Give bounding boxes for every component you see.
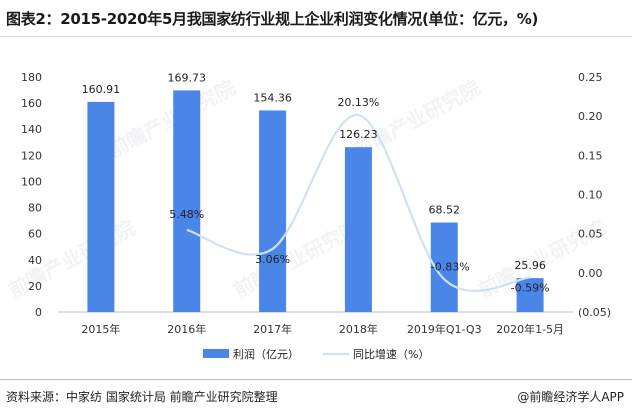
- x-axis-tick-label: 2015年: [81, 322, 120, 336]
- left-axis-tick-label: 120: [21, 149, 42, 162]
- right-axis-tick-label: 0.00: [578, 267, 603, 280]
- line-value-label: -0.83%: [431, 260, 470, 273]
- right-axis-tick-label: 0.10: [578, 189, 603, 202]
- footer-divider: [0, 379, 632, 380]
- right-axis-tick-label: (0.05): [578, 306, 611, 319]
- source-note: 资料来源：中家纺 国家统计局 前瞻产业研究院整理: [6, 390, 278, 404]
- x-axis-ticks: 2015年 2016年 2017年 2018年 2019年Q1-Q3 2020年1-5月: [81, 322, 564, 336]
- left-axis-tick-label: 20: [28, 280, 42, 293]
- left-axis-tick-label: 140: [21, 123, 42, 136]
- brand-credit: @前瞻经济学人APP: [517, 390, 624, 404]
- line-data-labels: 5.48% 3.06% 20.13% -0.83% -0.59%: [169, 96, 549, 294]
- legend: 利润（亿元） 同比增速（%）: [203, 347, 429, 361]
- x-axis-tick-label: 2020年1-5月: [496, 322, 564, 336]
- left-axis-tick-label: 100: [21, 175, 42, 188]
- bar-data-labels: 160.91 169.73 154.36 126.23 68.52 25.96: [82, 71, 546, 272]
- bar-value-label: 126.23: [339, 128, 378, 141]
- line-value-label: 3.06%: [255, 253, 290, 266]
- left-axis-tick-label: 80: [28, 202, 42, 215]
- right-axis-tick-label: 0.25: [578, 71, 603, 84]
- bar-value-label: 169.73: [168, 71, 207, 84]
- line-series: [186, 114, 531, 292]
- bar: [344, 147, 372, 312]
- bar-value-label: 25.96: [514, 259, 546, 272]
- left-axis-tick-label: 60: [28, 228, 42, 241]
- left-axis-tick-label: 180: [21, 71, 42, 84]
- left-axis-tick-label: 40: [28, 254, 42, 267]
- line-value-label: -0.59%: [511, 281, 550, 294]
- growth-rate-line: [186, 114, 531, 292]
- right-axis-tick-label: 0.20: [578, 110, 603, 123]
- chart-title: 图表2：2015-2020年5月我国家纺行业规上企业利润变化情况(单位：亿元，%…: [6, 10, 539, 28]
- x-axis-tick-label: 2017年: [253, 322, 292, 336]
- x-axis-tick-label: 2018年: [339, 322, 378, 336]
- x-axis-tick-label: 2019年Q1-Q3: [407, 322, 482, 336]
- right-axis-tick-label: 0.05: [578, 228, 603, 241]
- bar: [516, 278, 544, 312]
- watermark-text: 前瞻产业研究院: [104, 75, 239, 162]
- bar-value-label: 68.52: [429, 204, 461, 217]
- x-axis-tick-label: 2016年: [167, 322, 206, 336]
- left-axis-tick-label: 160: [21, 97, 42, 110]
- left-axis-tick-label: 0: [35, 306, 42, 319]
- legend-bar-label: 利润（亿元）: [233, 347, 299, 361]
- legend-line-label: 同比增速（%）: [353, 347, 429, 361]
- bar: [173, 90, 201, 313]
- watermark-text: 前瞻产业研究院: [229, 215, 364, 302]
- legend-bar-swatch: [203, 349, 229, 358]
- bar: [259, 110, 287, 312]
- line-value-label: 20.13%: [337, 96, 379, 109]
- bar-value-label: 160.91: [82, 83, 121, 96]
- left-axis-ticks: 0 20 40 60 80 100 120 140 160 180: [21, 71, 42, 319]
- title-divider: [0, 36, 632, 37]
- line-value-label: 5.48%: [169, 208, 204, 221]
- bar-series: [87, 90, 544, 313]
- right-axis-ticks: (0.05) 0.00 0.05 0.10 0.15 0.20 0.25: [578, 71, 611, 319]
- bar: [87, 101, 115, 312]
- bar-value-label: 154.36: [253, 91, 292, 104]
- watermark-text: 前瞻产业研究院: [4, 215, 139, 302]
- right-axis-tick-label: 0.15: [578, 149, 603, 162]
